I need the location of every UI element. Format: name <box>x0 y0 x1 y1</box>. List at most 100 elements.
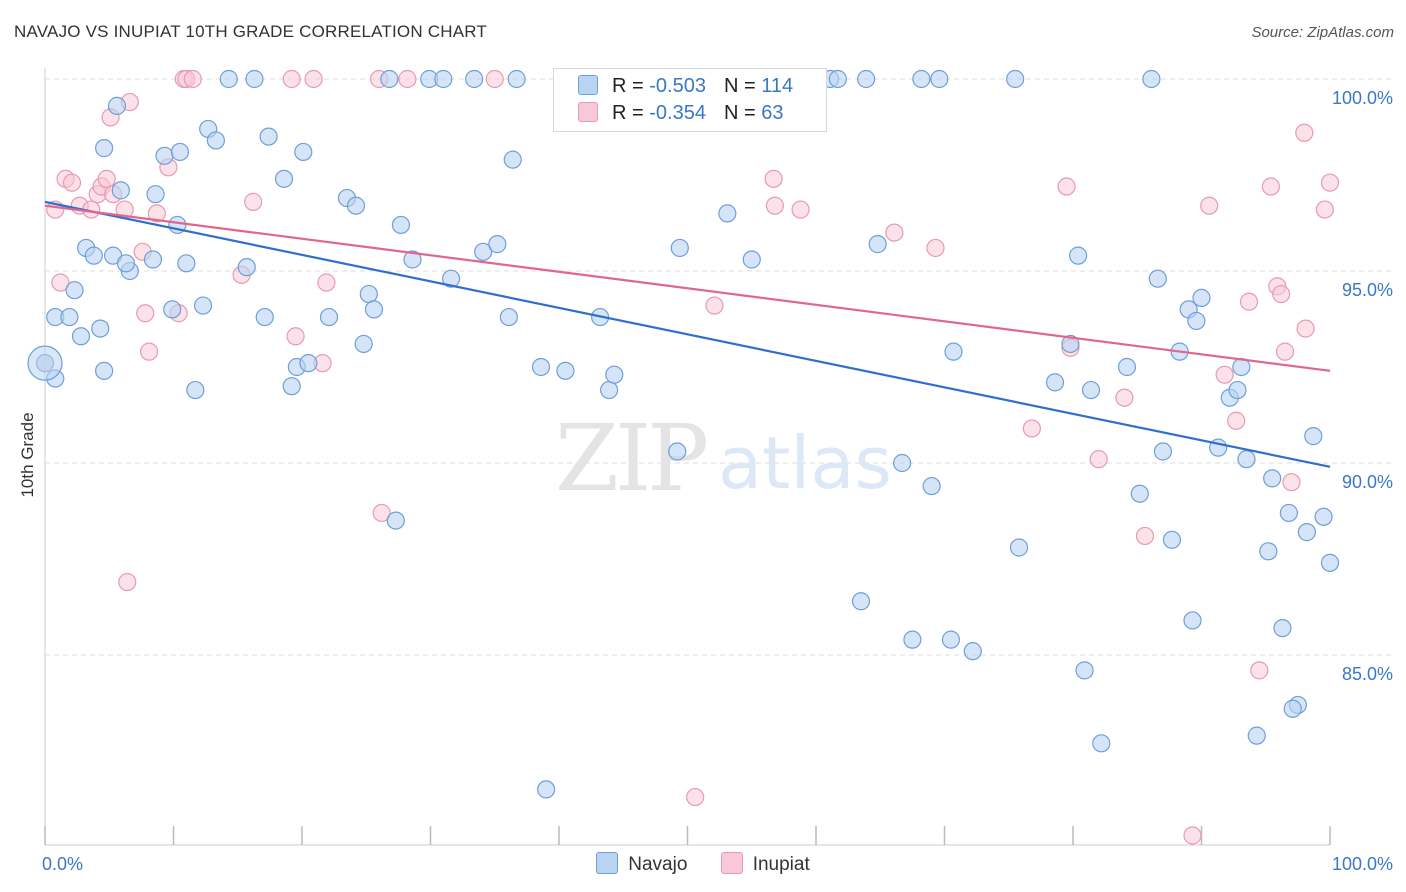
navajo-point <box>1075 661 1094 680</box>
navajo-point <box>441 269 461 288</box>
x-tick-label-end: 100.0% <box>1332 854 1393 874</box>
y-tick-label: 100.0% <box>1332 88 1393 108</box>
navajo-point <box>274 169 294 188</box>
axes <box>44 68 1331 846</box>
navajo-point <box>1320 553 1340 572</box>
navajo-point <box>1273 619 1292 638</box>
inupiat-point <box>1215 365 1234 384</box>
legend-row-inupiat: R = -0.354 N = 63 <box>578 102 783 128</box>
watermark-zip: ZIP <box>555 405 706 512</box>
navajo-point <box>91 319 110 338</box>
navajo-point <box>868 235 887 254</box>
y-tick-label: 85.0% <box>1342 664 1393 684</box>
navajo-point <box>434 69 453 89</box>
navajo-point <box>499 307 518 327</box>
inupiat-point <box>286 327 305 346</box>
navajo-point <box>1130 484 1149 503</box>
navajo-point <box>944 342 963 361</box>
inupiat-point <box>118 572 137 592</box>
navajo-point <box>670 238 689 258</box>
navajo-point <box>857 69 876 89</box>
navajo-point <box>507 69 526 89</box>
navajo-point <box>193 296 213 315</box>
navajo-point <box>531 357 551 377</box>
navajo-point <box>237 258 256 277</box>
inupiat-point <box>1239 292 1259 311</box>
navajo-point <box>941 630 961 649</box>
navajo-point <box>718 204 737 223</box>
inupiat-point <box>317 273 336 292</box>
legend-item-navajo: Navajo <box>596 852 687 876</box>
chart-title: NAVAJO VS INUPIAT 10TH GRADE CORRELATION… <box>14 22 488 41</box>
inupiat-n-value: 63 <box>761 102 784 124</box>
navajo-point <box>116 254 136 273</box>
tick-labels: 100.0% 95.0% 90.0% 85.0% 0.0% 100.0% <box>42 88 1393 874</box>
navajo-point <box>186 380 205 400</box>
navajo-point <box>163 300 182 319</box>
navajo-point <box>1228 380 1247 400</box>
inupiat-point <box>1135 526 1155 546</box>
inupiat-point <box>885 223 904 242</box>
inupiat-point <box>1250 661 1269 680</box>
inupiat-point <box>1200 196 1219 215</box>
navajo-point <box>892 453 912 473</box>
navajo-point <box>1117 357 1137 377</box>
legend-label-inupiat: Inupiat <box>752 854 810 875</box>
navajo-point <box>474 242 493 261</box>
navajo-point <box>668 442 687 461</box>
inupiat-point <box>139 342 159 361</box>
navajo-point <box>1183 611 1202 630</box>
navajo-point <box>359 284 378 304</box>
inupiat-point <box>97 169 116 188</box>
navajo-point <box>1247 726 1266 745</box>
navajo-point <box>319 307 339 327</box>
inupiat-point <box>1089 450 1108 469</box>
navajo-point <box>1237 450 1256 469</box>
navajo-n-value: 114 <box>761 75 794 97</box>
navajo-point <box>556 361 575 380</box>
navajo-point <box>503 150 522 169</box>
inupiat-point <box>1261 177 1280 196</box>
navajo-point <box>354 334 373 354</box>
navajo-point <box>1142 69 1161 89</box>
navajo-point <box>1162 530 1182 549</box>
navajo-trend-line <box>44 200 1331 468</box>
legend-item-inupiat: Inupiat <box>720 852 810 876</box>
navajo-point <box>922 476 941 496</box>
navajo-r-label: R = <box>612 75 644 97</box>
navajo-point <box>1314 507 1333 526</box>
navajo-point <box>299 354 318 373</box>
inupiat-n-label: N = <box>723 102 756 124</box>
navajo-point <box>60 307 79 327</box>
navajo-point <box>107 96 127 115</box>
navajo-point <box>380 69 399 89</box>
inupiat-point <box>136 304 155 323</box>
navajo-point <box>177 254 196 273</box>
inupiat-point <box>1227 411 1246 430</box>
y-tick-label: 95.0% <box>1342 280 1393 300</box>
navajo-point <box>170 142 190 162</box>
navajo-point <box>84 246 103 265</box>
inupiat-point <box>51 273 70 292</box>
inupiat-point <box>147 204 166 223</box>
inupiat-point <box>183 69 202 89</box>
navajo-point <box>851 592 871 611</box>
navajo-point <box>903 630 922 649</box>
inupiat-point <box>1183 826 1202 845</box>
navajo-point <box>391 215 411 235</box>
inupiat-point <box>1022 419 1041 438</box>
inupiat-point <box>926 238 945 258</box>
inupiat-trend-line <box>44 204 1331 372</box>
inupiat-point <box>705 296 724 315</box>
inupiat-point <box>1296 319 1315 338</box>
inupiat-point <box>1272 284 1291 304</box>
inupiat-point <box>244 192 263 211</box>
watermark: ZIP atlas <box>555 405 892 512</box>
navajo-point <box>155 146 174 165</box>
inupiat-point <box>1057 177 1076 196</box>
navajo-swatch <box>578 75 598 95</box>
inupiat-point <box>686 787 705 807</box>
navajo-point <box>912 69 931 89</box>
inupiat-point <box>1315 200 1334 219</box>
navajo-point <box>537 780 556 799</box>
